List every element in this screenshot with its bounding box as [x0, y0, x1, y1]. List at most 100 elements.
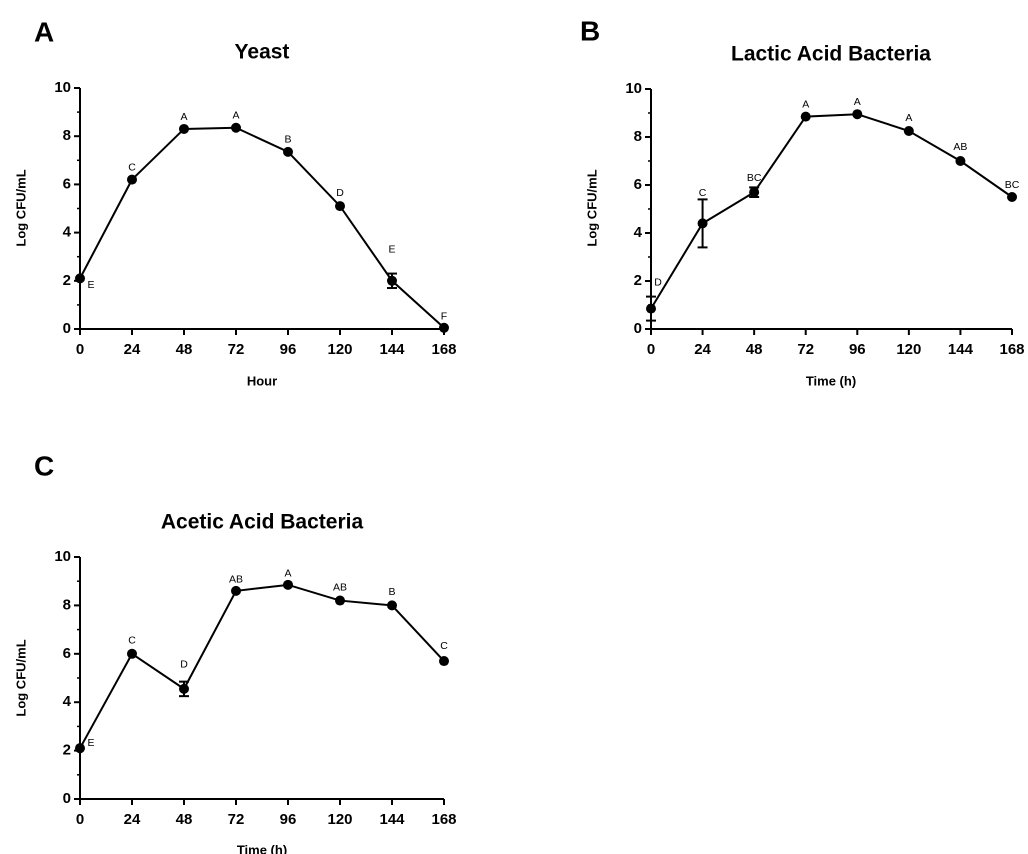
data-point — [231, 122, 241, 133]
x-tick-label: 144 — [948, 341, 974, 358]
data-point — [903, 126, 914, 136]
data-point — [439, 322, 449, 333]
y-tick-label: 10 — [54, 548, 71, 565]
x-tick-label: 0 — [76, 341, 84, 358]
data-label: E — [388, 244, 395, 256]
data-label: A — [232, 110, 239, 122]
y-tick-label: 4 — [63, 224, 72, 241]
data-label: A — [180, 111, 187, 123]
y-tick-label: 2 — [63, 742, 71, 759]
data-label: C — [128, 635, 136, 647]
series-line — [79, 583, 445, 749]
data-point — [75, 743, 85, 754]
x-tick-label: 120 — [896, 341, 921, 358]
data-label: C — [128, 161, 136, 173]
panel-letter: A — [34, 16, 54, 47]
x-tick-label: 96 — [849, 341, 866, 358]
x-axis-label: Time (h) — [237, 842, 287, 854]
x-tick-label: 72 — [228, 811, 245, 828]
chart-title: Yeast — [235, 41, 290, 64]
x-tick-label: 24 — [694, 341, 711, 358]
y-tick-label: 4 — [634, 224, 643, 241]
data-point — [75, 273, 85, 284]
y-tick-label: 10 — [625, 80, 642, 97]
y-tick-label: 6 — [63, 175, 71, 192]
data-point — [179, 683, 189, 694]
y-tick-label: 8 — [634, 128, 642, 145]
data-label: D — [180, 659, 188, 671]
data-point — [179, 123, 189, 134]
x-tick-label: 144 — [379, 341, 405, 358]
x-tick-label: 48 — [176, 811, 193, 828]
data-point — [335, 201, 345, 212]
data-label: C — [699, 187, 707, 199]
x-tick-label: 48 — [176, 341, 193, 358]
x-tick-label: 24 — [124, 811, 141, 828]
data-point — [646, 303, 656, 314]
x-tick-label: 24 — [124, 341, 141, 358]
data-label: E — [87, 279, 94, 291]
data-point — [387, 275, 397, 286]
data-point — [852, 109, 863, 120]
data-point — [335, 595, 345, 606]
data-label: A — [905, 112, 912, 124]
data-point — [387, 600, 397, 611]
panel-letter: C — [34, 450, 54, 481]
y-tick-label: 6 — [63, 645, 71, 662]
x-tick-label: 168 — [999, 341, 1024, 358]
x-tick-label: 96 — [280, 341, 297, 358]
data-point — [283, 579, 293, 590]
data-point — [439, 656, 449, 667]
y-tick-label: 4 — [63, 693, 72, 710]
data-label: BC — [1005, 179, 1020, 191]
y-tick-label: 2 — [63, 272, 71, 289]
data-point — [749, 187, 760, 198]
x-tick-label: 96 — [280, 811, 297, 828]
y-tick-label: 8 — [63, 127, 71, 144]
x-tick-label: 120 — [327, 811, 352, 828]
x-axis-label: Hour — [247, 373, 277, 388]
x-tick-label: 168 — [431, 811, 456, 828]
y-tick-label: 0 — [634, 320, 642, 337]
x-tick-label: 0 — [76, 811, 84, 828]
data-label: AB — [333, 581, 347, 593]
data-label: C — [440, 640, 448, 652]
y-axis-label: Log CFU/mL — [584, 169, 599, 246]
data-point — [283, 146, 293, 157]
data-label: BC — [747, 172, 762, 184]
y-tick-label: 10 — [54, 79, 71, 96]
y-tick-label: 6 — [634, 176, 642, 193]
data-point — [231, 585, 241, 596]
data-label: D — [654, 276, 662, 288]
data-point — [127, 174, 137, 185]
x-tick-label: 144 — [379, 811, 405, 828]
x-tick-label: 72 — [797, 341, 814, 358]
y-tick-label: 0 — [63, 790, 71, 807]
y-axis-label: Log CFU/mL — [13, 169, 28, 246]
x-tick-label: 48 — [746, 341, 763, 358]
x-tick-label: 72 — [228, 341, 245, 358]
x-tick-label: 120 — [327, 341, 352, 358]
data-point — [697, 218, 708, 229]
y-tick-label: 8 — [63, 596, 71, 613]
x-tick-label: 0 — [647, 341, 655, 358]
data-label: AB — [953, 141, 967, 153]
y-axis-label: Log CFU/mL — [13, 639, 28, 716]
data-label: AB — [229, 574, 243, 586]
data-label: B — [284, 134, 291, 146]
y-tick-label: 2 — [634, 272, 642, 289]
data-label: A — [284, 568, 291, 580]
series-line — [79, 126, 445, 329]
chart-title: Lactic Acid Bacteria — [731, 43, 931, 66]
data-point — [800, 111, 811, 122]
data-label: D — [336, 187, 344, 199]
panel-letter: B — [580, 15, 600, 46]
data-label: A — [802, 98, 809, 110]
data-point — [1007, 192, 1017, 202]
data-label: B — [388, 586, 395, 598]
data-label: F — [441, 311, 447, 323]
